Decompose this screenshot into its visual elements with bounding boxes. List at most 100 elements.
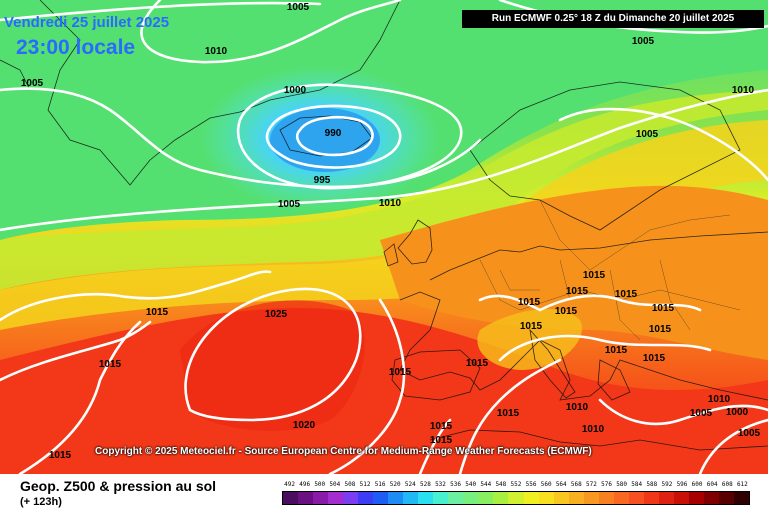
scale-tick-label: 520 bbox=[389, 481, 401, 488]
isobar-label: 1015 bbox=[430, 435, 453, 446]
isobar-label: 1015 bbox=[466, 358, 489, 369]
isobar-label: 995 bbox=[314, 175, 331, 186]
isobar-label: 1015 bbox=[643, 353, 666, 364]
isobar-label: 1005 bbox=[278, 199, 301, 210]
scale-swatch bbox=[463, 492, 479, 504]
scale-swatch bbox=[583, 492, 599, 504]
scale-swatch bbox=[493, 492, 509, 504]
isobar-label: 1015 bbox=[583, 270, 606, 281]
isobar-label: 1005 bbox=[738, 428, 761, 439]
legend-title: Geop. Z500 & pression au sol bbox=[20, 478, 217, 494]
isobar-label: 1005 bbox=[21, 78, 44, 89]
scale-swatch bbox=[733, 492, 749, 504]
isobar-label: 1025 bbox=[265, 309, 288, 320]
scale-swatch bbox=[568, 492, 584, 504]
isobar-label: 1005 bbox=[632, 36, 655, 47]
isobar-label: 1000 bbox=[726, 407, 749, 418]
isobar-label: 990 bbox=[325, 128, 342, 139]
scale-swatch bbox=[538, 492, 554, 504]
scale-swatch bbox=[523, 492, 539, 504]
isobar-label: 1015 bbox=[49, 450, 72, 461]
scale-tick-label: 584 bbox=[631, 481, 643, 488]
scale-swatch bbox=[343, 492, 359, 504]
scale-tick-label: 540 bbox=[465, 481, 477, 488]
scale-swatch bbox=[433, 492, 449, 504]
isobar-label: 1015 bbox=[555, 306, 578, 317]
isobar-label: 1010 bbox=[379, 198, 402, 209]
scale-tick-label: 568 bbox=[570, 481, 582, 488]
legend-subtitle: (+ 123h) bbox=[20, 496, 62, 508]
scale-tick-label: 524 bbox=[404, 481, 416, 488]
scale-swatch bbox=[718, 492, 734, 504]
copyright-notice: Copyright © 2025 Meteociel.fr - Source E… bbox=[95, 446, 592, 457]
scale-swatch bbox=[613, 492, 629, 504]
isobar-label: 1020 bbox=[293, 420, 316, 431]
color-scale-labels: 492 496 500 504 508 512 516 520 524 528 532 536 540 5… bbox=[282, 481, 750, 490]
scale-tick-label: 600 bbox=[691, 481, 703, 488]
scale-tick-label: 592 bbox=[661, 481, 673, 488]
scale-tick-label: 512 bbox=[359, 481, 371, 488]
scale-tick-label: 580 bbox=[616, 481, 628, 488]
isobar-label: 1015 bbox=[652, 303, 675, 314]
isobar-label: 1015 bbox=[146, 307, 169, 318]
forecast-time: 23:00 locale bbox=[16, 36, 136, 59]
scale-tick-label: 504 bbox=[329, 481, 341, 488]
scale-tick-label: 492 bbox=[284, 481, 295, 488]
isobar-label: 1005 bbox=[287, 2, 310, 13]
scale-swatch bbox=[313, 492, 329, 504]
scale-swatch bbox=[628, 492, 644, 504]
scale-swatch bbox=[508, 492, 524, 504]
scale-tick-label: 608 bbox=[721, 481, 733, 488]
scale-swatch bbox=[418, 492, 434, 504]
isobar-label: 1005 bbox=[636, 129, 659, 140]
scale-tick-label: 596 bbox=[676, 481, 688, 488]
color-scale-bar bbox=[282, 491, 750, 505]
isobar-label: 1015 bbox=[497, 408, 520, 419]
isobar-label: 1015 bbox=[615, 289, 638, 300]
isobar-label: 1015 bbox=[99, 359, 122, 370]
isobar-label: 1010 bbox=[582, 424, 605, 435]
isobar-label: 1010 bbox=[732, 85, 755, 96]
isobar-label: 1010 bbox=[205, 46, 228, 57]
isobar-label: 1015 bbox=[389, 367, 412, 378]
scale-tick-label: 496 bbox=[299, 481, 311, 488]
scale-tick-label: 544 bbox=[480, 481, 492, 488]
scale-tick-label: 548 bbox=[495, 481, 507, 488]
isobar-label: 1000 bbox=[284, 85, 307, 96]
scale-swatch bbox=[403, 492, 419, 504]
scale-tick-label: 500 bbox=[314, 481, 326, 488]
scale-tick-label: 516 bbox=[374, 481, 386, 488]
isobar-label: 1010 bbox=[566, 402, 589, 413]
scale-swatch bbox=[658, 492, 674, 504]
scale-tick-label: 532 bbox=[435, 481, 446, 488]
scale-swatch bbox=[373, 492, 389, 504]
isobar-label: 1010 bbox=[708, 394, 731, 405]
scale-swatch bbox=[643, 492, 659, 504]
isobar-label: 1015 bbox=[520, 321, 543, 332]
scale-tick-label: 612 bbox=[736, 481, 748, 488]
scale-swatch bbox=[388, 492, 404, 504]
scale-swatch bbox=[703, 492, 719, 504]
scale-swatch bbox=[478, 492, 494, 504]
forecast-date: Vendredi 25 juillet 2025 bbox=[4, 14, 170, 31]
scale-tick-label: 564 bbox=[555, 481, 567, 488]
scale-swatch bbox=[673, 492, 689, 504]
scale-tick-label: 576 bbox=[601, 481, 612, 488]
isobar-label: 1015 bbox=[518, 297, 541, 308]
scale-tick-label: 588 bbox=[646, 481, 658, 488]
scale-swatch bbox=[553, 492, 569, 504]
scale-swatch bbox=[688, 492, 704, 504]
scale-swatch bbox=[298, 492, 314, 504]
scale-swatch bbox=[598, 492, 614, 504]
forecast-map: 1005 1010 1005 1005 1000 990 995 1005 1010 1010 10… bbox=[0, 0, 768, 474]
scale-tick-label: 604 bbox=[706, 481, 718, 488]
isobar-label: 1015 bbox=[649, 324, 672, 335]
scale-swatch bbox=[328, 492, 344, 504]
scale-swatch bbox=[448, 492, 464, 504]
isobar-label: 1005 bbox=[690, 408, 713, 419]
scale-tick-label: 536 bbox=[450, 481, 461, 488]
scale-tick-label: 552 bbox=[510, 481, 522, 488]
scale-tick-label: 528 bbox=[419, 481, 431, 488]
scale-tick-label: 560 bbox=[540, 481, 552, 488]
isobar-label: 1015 bbox=[566, 286, 589, 297]
